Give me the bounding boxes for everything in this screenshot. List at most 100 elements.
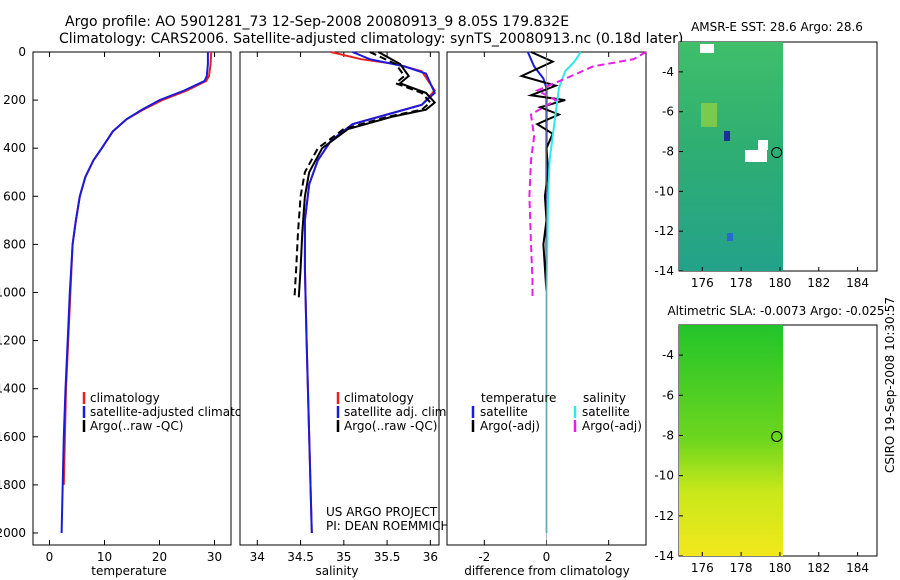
legend-temperature-heading: temperature	[481, 391, 556, 405]
map-y-tick-label: -4	[662, 65, 674, 79]
map-y-tick-label: -8	[662, 428, 674, 442]
map-x-tick-label: 184	[846, 561, 869, 575]
y-tick-label: 1800	[0, 478, 26, 492]
y-tick-label: 200	[3, 93, 26, 107]
legend-label-satellite: satellite-adjusted climatolog	[90, 405, 260, 419]
figure-title-line1: Argo profile: AO 5901281_73 12-Sep-2008 …	[65, 14, 569, 30]
project-annotation-line2: PI: DEAN ROEMMICH	[326, 519, 449, 533]
sst-cold-pixel	[727, 233, 733, 241]
y-tick-label: 800	[3, 237, 26, 251]
y-tick-label: 600	[3, 189, 26, 203]
sst-map-title: AMSR-E SST: 28.6 Argo: 28.6	[691, 20, 863, 34]
y-tick-label: 1400	[0, 382, 26, 396]
salinity-lines	[293, 51, 437, 534]
legend-label-climatology: climatology	[90, 391, 160, 405]
series-line-argo	[518, 51, 566, 293]
difference-panel: -2 0 2 difference from climatology tempera…	[446, 51, 647, 578]
map-x-tick-label: 176	[691, 276, 714, 290]
legend-salinity-heading: salinity	[583, 391, 626, 405]
x-tick-label: -2	[478, 550, 490, 564]
map-y-tick-label: -6	[662, 105, 674, 119]
map-x-tick-label: 182	[807, 276, 830, 290]
map-x-tick-label: 180	[768, 276, 791, 290]
map-y-tick-label: -12	[654, 224, 674, 238]
y-tick-label: 0	[18, 45, 26, 59]
difference-xlabel: difference from climatology	[464, 564, 630, 578]
project-annotation-line1: US ARGO PROJECT	[326, 505, 438, 519]
argo-position-marker	[771, 430, 783, 442]
figure-title-line2: Climatology: CARS2006. Satellite-adjuste…	[59, 31, 683, 47]
map-x-tick-label: 176	[691, 561, 714, 575]
y-tick-label: 400	[3, 141, 26, 155]
x-tick-label: 10	[97, 550, 112, 564]
legend-label-climatology: climatology	[344, 391, 414, 405]
y-tick-label: 1000	[0, 285, 26, 299]
temperature-legend: climatology satellite-adjusted climatolo…	[82, 391, 260, 433]
x-tick-label: 36	[423, 550, 438, 564]
legend-label-temp-satellite: satellite	[480, 405, 528, 419]
map-x-tick-label: 182	[807, 561, 830, 575]
series-line-argo	[293, 51, 432, 298]
x-tick-label: 35	[336, 550, 351, 564]
sla-map-panel: Altimetric SLA: -0.0073 Argo: -0.025 176…	[654, 304, 884, 575]
salinity-xlabel: salinity	[315, 564, 358, 578]
argo-position-marker	[771, 147, 783, 159]
sst-cloud-patch	[758, 140, 768, 150]
sst-map-ticks: 176 178 180 182 184 -4 -6 -8 -10 -12 -14	[654, 65, 869, 290]
temperature-x-ticks: 0 10 20 30	[46, 52, 222, 564]
series-line-sal_satellite	[545, 51, 582, 533]
series-line-satellite	[303, 51, 436, 534]
series-line-satellite	[60, 52, 209, 534]
map-y-tick-label: -10	[654, 469, 674, 483]
sla-map-ticks: 176 178 180 182 184 -4 -6 -8 -10 -12 -14	[654, 348, 869, 575]
y-tick-label: 2000	[0, 526, 26, 540]
salinity-legend: climatology satellite adj. clim. Argo(..…	[336, 391, 450, 433]
y-tick-label: 1200	[0, 334, 26, 348]
map-x-tick-label: 178	[730, 276, 753, 290]
temperature-axes-box	[32, 51, 232, 546]
sla-map-title: Altimetric SLA: -0.0073 Argo: -0.025	[667, 304, 884, 318]
y-tick-label: 1600	[0, 430, 26, 444]
salinity-panel: 34 34.5 35 35.5 36 salinity climatology sate…	[239, 51, 450, 578]
x-tick-label: 2	[605, 550, 613, 564]
series-line-argo	[297, 51, 437, 298]
side-timestamp-label: CSIRO 19-Sep-2008 10:30:57	[883, 297, 897, 473]
map-x-tick-label: 180	[768, 561, 791, 575]
legend-label-satellite: satellite adj. clim.	[344, 405, 450, 419]
map-y-tick-label: -14	[654, 549, 674, 563]
salinity-x-ticks: 34 34.5 35 35.5 36	[250, 52, 438, 564]
legend-label-sal-satellite: satellite	[582, 405, 630, 419]
legend-label-temp-argo: Argo(-adj)	[480, 419, 540, 433]
sst-cloud-patch	[745, 150, 767, 162]
sst-cloud-patch	[700, 44, 714, 53]
sst-warm-patch	[701, 103, 717, 127]
x-tick-label: 20	[152, 550, 167, 564]
sla-field	[679, 325, 783, 556]
x-tick-label: 0	[543, 550, 551, 564]
temperature-y-ticks: 0 200 400 600 800 1000 1200 1400 1600 1800 2000	[0, 45, 38, 540]
x-tick-label: 30	[207, 550, 222, 564]
legend-label-sal-argo: Argo(-adj)	[582, 419, 642, 433]
x-tick-label: 0	[46, 550, 54, 564]
x-tick-label: 34	[250, 550, 265, 564]
map-y-tick-label: -8	[662, 145, 674, 159]
map-y-tick-label: -4	[662, 348, 674, 362]
x-tick-label: 35.5	[374, 550, 401, 564]
salinity-axes-box	[239, 51, 440, 546]
map-y-tick-label: -12	[654, 509, 674, 523]
temperature-lines	[60, 51, 213, 534]
temperature-panel: 0 200 400 600 800 1000 1200 1400 1600 1800 2000 0 1…	[0, 45, 260, 578]
map-y-tick-label: -10	[654, 184, 674, 198]
legend-label-argo: Argo(..raw -QC)	[344, 419, 437, 433]
difference-lines	[518, 51, 647, 545]
legend-label-argo: Argo(..raw -QC)	[90, 419, 183, 433]
map-y-tick-label: -6	[662, 388, 674, 402]
series-line-sal_argo	[528, 51, 647, 298]
map-y-tick-label: -14	[654, 264, 674, 278]
difference-legend: temperature satellite Argo(-adj) salinit…	[471, 391, 642, 433]
map-x-tick-label: 184	[846, 276, 869, 290]
x-tick-label: 34.5	[287, 550, 314, 564]
map-x-tick-label: 178	[730, 561, 753, 575]
sst-cold-pixel	[724, 131, 730, 141]
